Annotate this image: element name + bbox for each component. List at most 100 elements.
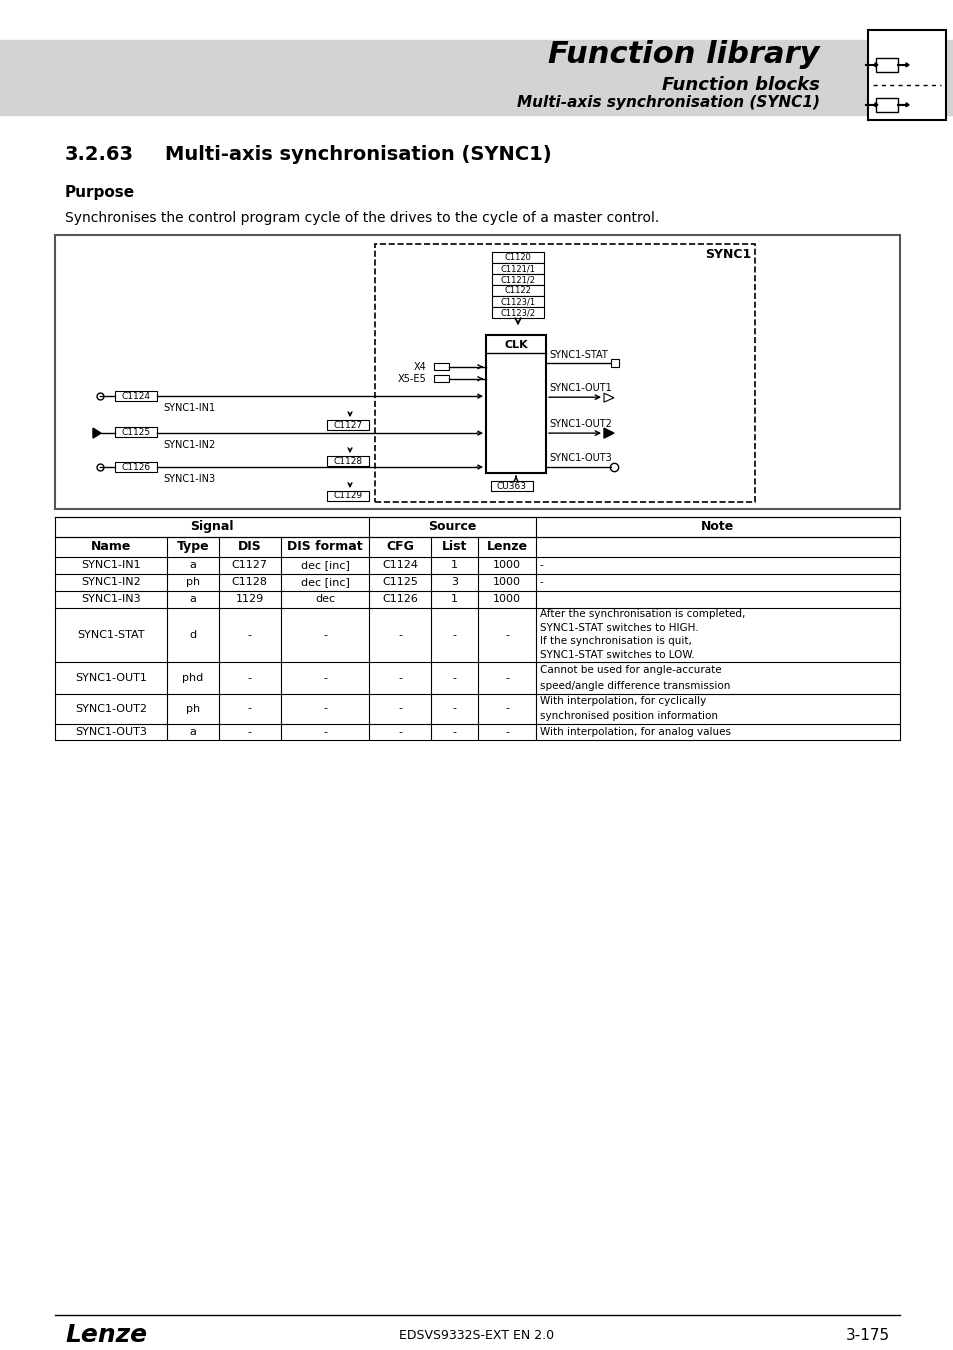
Bar xyxy=(115,427,157,437)
Text: EDSVS9332S-EXT EN 2.0: EDSVS9332S-EXT EN 2.0 xyxy=(399,1328,554,1342)
Bar xyxy=(492,297,543,308)
Text: C1125: C1125 xyxy=(382,578,417,587)
Text: CU363: CU363 xyxy=(497,482,526,490)
Text: -: - xyxy=(323,672,327,683)
FancyArrow shape xyxy=(897,63,908,68)
Text: speed/angle difference transmission: speed/angle difference transmission xyxy=(539,680,729,691)
Text: C1121/1: C1121/1 xyxy=(500,265,535,274)
Text: a: a xyxy=(189,594,196,605)
Text: Cannot be used for angle-accurate: Cannot be used for angle-accurate xyxy=(539,664,720,675)
Text: -: - xyxy=(248,703,252,714)
Text: SYNC1-STAT: SYNC1-STAT xyxy=(77,629,144,640)
Text: SYNC1-IN2: SYNC1-IN2 xyxy=(81,578,140,587)
Text: -: - xyxy=(504,728,509,737)
Bar xyxy=(434,375,449,382)
Text: C1122: C1122 xyxy=(504,286,531,296)
Text: After the synchronisation is completed,: After the synchronisation is completed, xyxy=(539,609,744,620)
Text: -: - xyxy=(539,560,543,570)
Text: X4: X4 xyxy=(413,362,426,371)
Text: List: List xyxy=(441,540,467,553)
Bar xyxy=(434,363,449,370)
Text: 1000: 1000 xyxy=(493,594,520,605)
Polygon shape xyxy=(92,428,101,439)
Text: C1129: C1129 xyxy=(334,491,362,501)
Text: Signal: Signal xyxy=(191,520,233,533)
Text: SYNC1-IN3: SYNC1-IN3 xyxy=(81,594,140,605)
Text: CLK: CLK xyxy=(503,340,527,350)
Text: dec [inc]: dec [inc] xyxy=(300,578,349,587)
FancyArrow shape xyxy=(865,63,877,68)
Text: C1127: C1127 xyxy=(334,421,362,429)
Text: ph: ph xyxy=(186,703,199,714)
Text: Multi-axis synchronisation (SYNC1): Multi-axis synchronisation (SYNC1) xyxy=(165,146,551,165)
Text: phd: phd xyxy=(182,672,203,683)
Text: d: d xyxy=(189,629,196,640)
Text: -: - xyxy=(323,629,327,640)
Bar xyxy=(492,285,543,297)
Text: C1123/1: C1123/1 xyxy=(500,297,535,306)
Text: Function library: Function library xyxy=(548,40,820,69)
Text: SYNC1-OUT2: SYNC1-OUT2 xyxy=(548,418,611,429)
Bar xyxy=(327,420,369,431)
Bar xyxy=(327,491,369,501)
Text: SYNC1-OUT3: SYNC1-OUT3 xyxy=(548,454,611,463)
Bar xyxy=(491,481,533,491)
Text: Lenze: Lenze xyxy=(65,1323,147,1347)
Text: If the synchronisation is quit,: If the synchronisation is quit, xyxy=(539,636,691,647)
Text: -: - xyxy=(504,629,509,640)
Text: SYNC1-OUT1: SYNC1-OUT1 xyxy=(548,383,611,393)
Text: -: - xyxy=(248,629,252,640)
Text: dec [inc]: dec [inc] xyxy=(300,560,349,570)
Text: 1129: 1129 xyxy=(235,594,264,605)
Text: -: - xyxy=(504,703,509,714)
Bar xyxy=(485,335,545,472)
Bar xyxy=(610,359,618,367)
Text: -: - xyxy=(397,728,402,737)
Text: -: - xyxy=(323,703,327,714)
Text: C1124: C1124 xyxy=(121,392,151,401)
Bar xyxy=(55,235,899,509)
Text: 1: 1 xyxy=(451,560,457,570)
Text: 3: 3 xyxy=(451,578,457,587)
Text: Source: Source xyxy=(428,520,476,533)
Text: a: a xyxy=(189,560,196,570)
Text: -: - xyxy=(453,703,456,714)
Text: 3-175: 3-175 xyxy=(845,1328,889,1343)
Text: CFG: CFG xyxy=(386,540,414,553)
Text: SYNC1-STAT switches to LOW.: SYNC1-STAT switches to LOW. xyxy=(539,649,694,660)
Text: C1128: C1128 xyxy=(232,578,268,587)
Text: C1127: C1127 xyxy=(232,560,268,570)
Text: Name: Name xyxy=(91,540,131,553)
Text: -: - xyxy=(397,703,402,714)
Text: 3.2.63: 3.2.63 xyxy=(65,146,133,165)
Text: C1125: C1125 xyxy=(121,428,151,436)
Text: -: - xyxy=(453,629,456,640)
Text: -: - xyxy=(248,672,252,683)
Text: With interpolation, for analog values: With interpolation, for analog values xyxy=(539,728,730,737)
Bar xyxy=(875,58,897,72)
Text: X5-E5: X5-E5 xyxy=(396,374,426,383)
Text: Synchronises the control program cycle of the drives to the cycle of a master co: Synchronises the control program cycle o… xyxy=(65,211,659,224)
Text: DIS format: DIS format xyxy=(287,540,362,553)
Text: -: - xyxy=(453,728,456,737)
Text: -: - xyxy=(323,728,327,737)
Text: synchronised position information: synchronised position information xyxy=(539,711,717,721)
Bar xyxy=(492,308,543,319)
Text: -: - xyxy=(397,629,402,640)
Text: SYNC1-IN1: SYNC1-IN1 xyxy=(81,560,140,570)
Text: a: a xyxy=(189,728,196,737)
Bar xyxy=(115,462,157,472)
FancyArrow shape xyxy=(865,103,877,107)
Text: SYNC1-OUT1: SYNC1-OUT1 xyxy=(74,672,147,683)
Text: Multi-axis synchronisation (SYNC1): Multi-axis synchronisation (SYNC1) xyxy=(517,96,820,111)
Bar xyxy=(0,40,953,115)
Text: -: - xyxy=(248,728,252,737)
Text: C1123/2: C1123/2 xyxy=(500,308,535,317)
Text: C1124: C1124 xyxy=(382,560,417,570)
Bar xyxy=(375,244,754,502)
Text: Note: Note xyxy=(700,520,734,533)
FancyArrow shape xyxy=(897,103,908,107)
Text: 1: 1 xyxy=(451,594,457,605)
Polygon shape xyxy=(603,428,614,439)
Bar xyxy=(492,274,543,285)
